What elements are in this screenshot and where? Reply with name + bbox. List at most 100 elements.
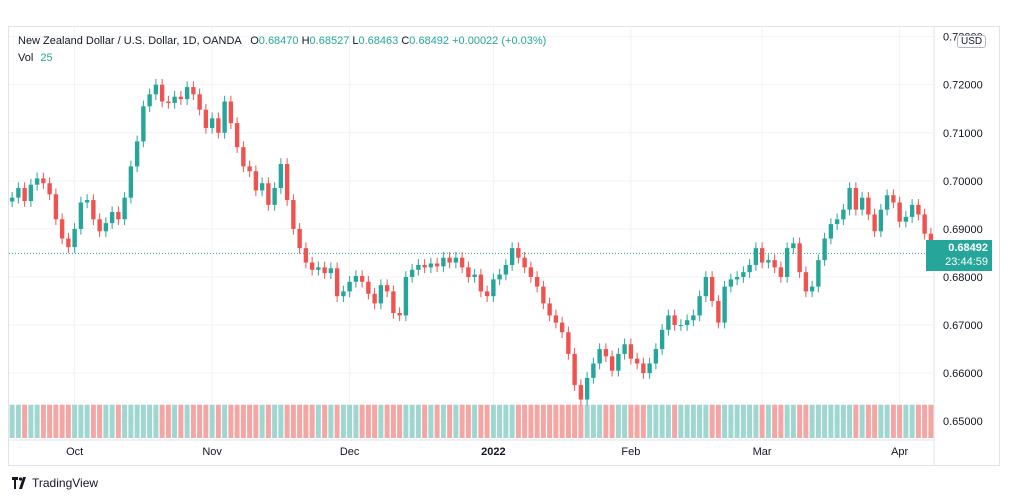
candle-body xyxy=(672,315,677,326)
volume-bar xyxy=(97,404,103,438)
volume-bar xyxy=(640,404,646,438)
volume-bar xyxy=(440,404,446,438)
candle-body xyxy=(422,264,427,268)
candle-body xyxy=(209,118,215,128)
candle-body xyxy=(216,118,221,133)
candle-body xyxy=(103,223,109,232)
volume-bar xyxy=(547,404,553,438)
close-value: 0.68492 xyxy=(409,35,450,47)
candle-body xyxy=(622,344,627,354)
volume-bar xyxy=(828,404,834,438)
candle-body xyxy=(178,96,184,100)
volume-bar xyxy=(209,404,215,438)
volume-bar xyxy=(190,404,196,438)
candle-body xyxy=(522,257,527,268)
x-tick-label: Mar xyxy=(753,446,772,458)
candle-body xyxy=(922,214,927,234)
candle-body xyxy=(372,293,377,304)
volume-bar xyxy=(840,404,846,438)
volume-bar xyxy=(540,404,546,438)
volume-bar xyxy=(703,404,709,438)
y-tick-label: 0.69000 xyxy=(943,224,983,236)
volume-bar xyxy=(690,404,696,438)
volume-bar xyxy=(859,404,865,438)
candle-body xyxy=(803,272,809,292)
bar-countdown: 23:44:59 xyxy=(945,255,988,268)
volume-bar xyxy=(90,404,96,438)
volume-bar xyxy=(303,404,309,438)
x-tick-label: Oct xyxy=(66,446,83,458)
volume-bar xyxy=(584,404,590,438)
candle-body xyxy=(447,257,452,263)
candle-body xyxy=(809,286,815,292)
volume-bar xyxy=(847,404,853,438)
candle-body xyxy=(16,188,21,198)
candle-body xyxy=(503,264,509,275)
volume-bar xyxy=(890,404,896,438)
volume-bar xyxy=(565,404,571,438)
volume-bar xyxy=(734,404,740,438)
candle-body xyxy=(697,296,702,316)
volume-bar xyxy=(578,404,584,438)
volume-label: Vol xyxy=(18,52,34,64)
x-tick-label: Feb xyxy=(621,446,640,458)
volume-bar xyxy=(159,404,165,438)
candle-body xyxy=(228,101,234,124)
candle-body xyxy=(741,272,746,277)
candle-body xyxy=(322,267,327,274)
y-tick-label: 0.66000 xyxy=(943,368,983,380)
candle-body xyxy=(403,276,409,316)
candle-body xyxy=(616,353,621,371)
candle-body xyxy=(903,216,909,222)
change-value: +0.00022 (+0.03%) xyxy=(452,35,547,47)
candle-body xyxy=(816,260,821,287)
candle-body xyxy=(72,228,77,248)
volume-bar xyxy=(390,404,396,438)
volume-bar xyxy=(222,404,228,438)
volume-bar xyxy=(22,404,28,438)
volume-bar xyxy=(803,404,809,438)
volume-bar xyxy=(353,404,359,438)
candle-body xyxy=(691,315,696,321)
volume-bar xyxy=(922,404,928,438)
y-tick-label: 0.65000 xyxy=(943,416,983,428)
volume-bar xyxy=(772,404,778,438)
candle-body xyxy=(753,248,759,265)
volume-bar xyxy=(9,404,15,438)
candle-body xyxy=(141,106,146,142)
candle-body xyxy=(309,262,315,270)
volume-bar xyxy=(834,404,840,438)
candle-body xyxy=(784,248,790,277)
candle-body xyxy=(678,325,684,327)
y-tick-label: 0.68000 xyxy=(943,272,983,284)
candle-body xyxy=(872,214,877,232)
candle-body xyxy=(184,87,190,100)
volume-bar xyxy=(665,404,671,438)
volume-bar xyxy=(628,404,634,438)
candle-body xyxy=(541,286,546,304)
candle-body xyxy=(866,197,871,215)
last-price-value: 0.68492 xyxy=(948,242,988,254)
volume-bar xyxy=(897,404,903,438)
candle-body xyxy=(416,264,421,270)
candle-body xyxy=(222,101,227,133)
high-value: 0.68527 xyxy=(309,35,350,47)
candle-body xyxy=(303,248,309,263)
volume-bar xyxy=(447,404,453,438)
volume-bar xyxy=(15,404,21,438)
currency-badge[interactable]: USD xyxy=(957,35,987,48)
volume-bar xyxy=(778,404,784,438)
open-value: 0.68470 xyxy=(258,35,299,47)
volume-bar xyxy=(415,404,421,438)
volume-bar xyxy=(109,404,115,438)
candle-body xyxy=(172,96,177,103)
brand-link[interactable]: TradingView xyxy=(12,476,98,490)
volume-bar xyxy=(903,404,909,438)
volume-bar xyxy=(165,404,171,438)
volume-bar xyxy=(284,404,290,438)
volume-bar xyxy=(47,404,53,438)
volume-bar xyxy=(340,404,346,438)
candle-body xyxy=(409,269,415,277)
volume-bar xyxy=(590,404,596,438)
